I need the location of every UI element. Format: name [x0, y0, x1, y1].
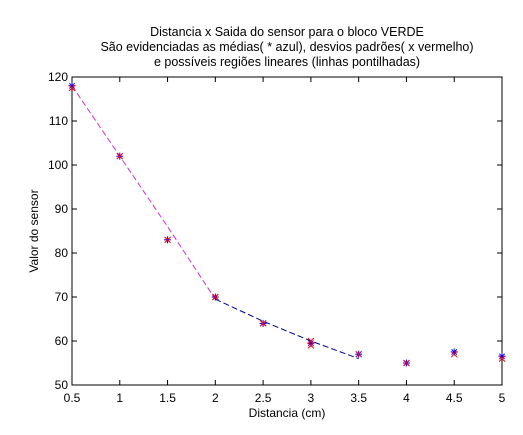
y-axis-label: Valor do sensor	[27, 189, 41, 272]
x-tick-label: 4	[403, 391, 410, 405]
y-tick-label: 90	[55, 202, 69, 216]
x-axis-label: Distancia (cm)	[249, 406, 326, 420]
x-tick-label: 5	[499, 391, 506, 405]
trend-lines	[71, 85, 359, 360]
stddev-marker	[450, 350, 458, 358]
stddev-marker	[355, 350, 363, 358]
data-markers	[68, 82, 506, 367]
chart-title-line-1: Distancia x Saida do sensor para o bloco…	[150, 25, 424, 39]
stddev-marker	[211, 293, 219, 301]
dashed-trend-line	[215, 298, 359, 360]
x-tick-label: 2.5	[255, 391, 272, 405]
y-tick-label: 100	[48, 158, 68, 172]
x-tick-label: 3.5	[350, 391, 367, 405]
axis-ticks: 0.5 1 1.5 2 2.5 3 3.5 4 4.5 5 50 60 70 80 90 100 110 120	[48, 70, 506, 405]
stddev-marker	[259, 320, 267, 327]
y-tick-label: 60	[55, 334, 69, 348]
stddev-marker	[116, 152, 124, 160]
y-tick-label: 80	[55, 246, 69, 260]
x-tick-label: 1.5	[159, 391, 176, 405]
chart-title-line-2: São evidenciadas as médias( * azul), des…	[100, 40, 473, 54]
x-tick-label: 2	[212, 391, 219, 405]
y-tick-label: 120	[48, 70, 68, 84]
stddev-marker	[307, 337, 315, 345]
stddev-marker	[403, 359, 410, 367]
x-tick-label: 3	[308, 391, 315, 405]
x-tick-label: 1	[116, 391, 123, 405]
y-tick-label: 110	[49, 114, 68, 128]
plot-area	[71, 76, 503, 386]
y-tick-label: 50	[55, 378, 69, 392]
stddev-marker	[164, 236, 171, 244]
x-tick-label: 4.5	[446, 391, 463, 405]
x-tick-label: 0.5	[64, 391, 81, 405]
chart-title-line-3: e possíveis regiões lineares (linhas pon…	[154, 55, 420, 69]
stddev-marker	[498, 355, 506, 362]
stddev-marker	[68, 84, 76, 92]
y-tick-label: 70	[55, 290, 69, 304]
dashed-trend-line	[71, 85, 216, 300]
